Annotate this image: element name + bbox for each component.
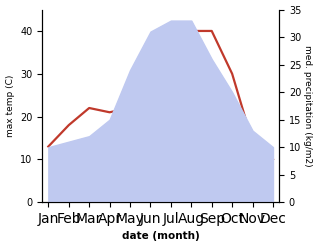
Y-axis label: med. precipitation (kg/m2): med. precipitation (kg/m2) [303,45,313,167]
X-axis label: date (month): date (month) [122,231,199,242]
Y-axis label: max temp (C): max temp (C) [5,75,15,137]
